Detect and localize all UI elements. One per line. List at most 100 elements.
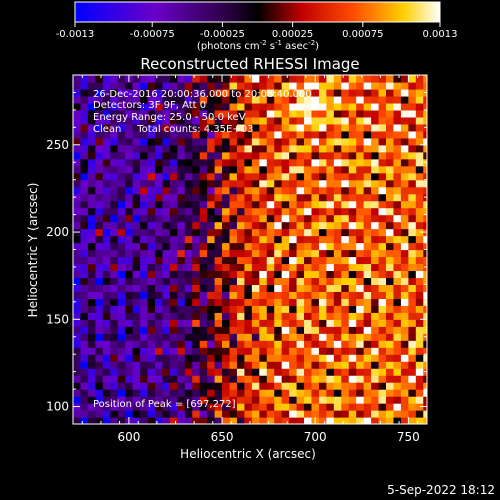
heatmap-cell bbox=[80, 361, 89, 369]
heatmap-cell bbox=[154, 179, 164, 188]
heatmap-cell bbox=[408, 109, 417, 118]
heatmap-cell bbox=[378, 242, 387, 251]
heatmap-cell bbox=[311, 382, 320, 390]
heatmap-cell bbox=[140, 326, 149, 334]
heatmap-cell bbox=[192, 368, 201, 376]
heatmap-cell bbox=[318, 228, 327, 237]
heatmap-cell bbox=[214, 130, 223, 139]
heatmap-cell bbox=[408, 123, 417, 132]
heatmap-cell bbox=[400, 186, 409, 195]
heatmap-cell bbox=[177, 340, 186, 348]
heatmap-cell bbox=[318, 277, 327, 285]
heatmap-cell bbox=[259, 102, 268, 111]
heatmap-cell bbox=[236, 410, 246, 418]
heatmap-cell bbox=[393, 151, 402, 160]
heatmap-cell bbox=[177, 347, 186, 355]
heatmap-cell bbox=[80, 116, 89, 125]
heatmap-cell bbox=[400, 165, 409, 174]
heatmap-cell bbox=[177, 95, 186, 104]
colorbar-ticks: -0.0013 -0.00075 -0.00025 0.00025 0.00075 0.0… bbox=[56, 22, 458, 40]
heatmap-cell bbox=[87, 396, 96, 404]
heatmap-cell bbox=[356, 263, 365, 272]
heatmap-cell bbox=[184, 200, 193, 209]
heatmap-cell bbox=[140, 109, 149, 118]
heatmap-cell bbox=[289, 417, 298, 424]
heatmap-cell bbox=[169, 396, 178, 404]
heatmap-cell bbox=[296, 207, 305, 216]
heatmap-cell bbox=[184, 165, 193, 174]
heatmap-cell bbox=[415, 263, 424, 272]
heatmap-cell bbox=[117, 375, 126, 383]
heatmap-cell bbox=[214, 270, 223, 279]
heatmap-cell bbox=[259, 382, 268, 390]
heatmap-cell bbox=[356, 417, 365, 424]
heatmap-cell bbox=[73, 75, 82, 83]
heatmap-cell bbox=[87, 410, 96, 418]
heatmap-cell bbox=[73, 291, 82, 299]
heatmap-cell bbox=[222, 270, 231, 279]
heatmap-cell bbox=[348, 214, 357, 223]
heatmap-cell bbox=[169, 403, 178, 411]
heatmap-cell bbox=[169, 102, 178, 111]
heatmap-cell bbox=[311, 88, 320, 97]
heatmap-cell bbox=[222, 263, 231, 272]
heatmap-cell bbox=[386, 144, 395, 153]
heatmap-cell bbox=[132, 256, 141, 265]
heatmap-cell bbox=[393, 291, 402, 299]
heatmap-cell bbox=[371, 81, 380, 90]
heatmap-cell bbox=[356, 75, 365, 83]
heatmap-cell bbox=[408, 326, 417, 334]
heatmap-cell bbox=[274, 403, 283, 411]
heatmap-cell bbox=[125, 144, 134, 153]
heatmap-cell bbox=[87, 123, 96, 132]
peak-position-label: Position of Peak = [697,272] bbox=[93, 399, 236, 410]
heatmap-cell bbox=[386, 151, 395, 160]
heatmap-cell bbox=[304, 347, 313, 355]
heatmap-cell bbox=[304, 88, 313, 97]
heatmap-cell bbox=[132, 389, 141, 397]
heatmap-cell bbox=[393, 179, 402, 188]
heatmap-cell bbox=[274, 410, 283, 418]
heatmap-cell bbox=[378, 102, 387, 111]
heatmap-cell bbox=[87, 305, 96, 313]
heatmap-cell bbox=[95, 249, 104, 258]
heatmap-cell bbox=[177, 102, 186, 111]
heatmap-cell bbox=[371, 305, 380, 313]
heatmap-cell bbox=[73, 130, 82, 139]
heatmap-cell bbox=[147, 116, 156, 125]
heatmap-cell bbox=[140, 179, 149, 188]
heatmap-cell bbox=[363, 88, 372, 97]
heatmap-cell bbox=[125, 116, 134, 125]
heatmap-cell bbox=[117, 403, 126, 411]
heatmap-cell bbox=[132, 158, 141, 167]
heatmap-cell bbox=[356, 193, 365, 202]
heatmap-cell bbox=[289, 361, 298, 369]
heatmap-cell bbox=[341, 305, 350, 313]
heatmap-cell bbox=[259, 193, 268, 202]
heatmap-cell bbox=[341, 389, 350, 397]
heatmap-cell bbox=[371, 109, 380, 118]
heatmap-cell bbox=[423, 382, 427, 390]
heatmap-cell bbox=[304, 382, 313, 390]
heatmap-cell bbox=[281, 263, 290, 272]
heatmap-cell bbox=[400, 347, 409, 355]
heatmap-cell bbox=[229, 193, 238, 202]
heatmap-cell bbox=[162, 109, 171, 118]
heatmap-cell bbox=[386, 75, 395, 83]
heatmap-cell bbox=[236, 403, 246, 411]
heatmap-cell bbox=[110, 242, 119, 251]
heatmap-cell bbox=[154, 263, 164, 272]
heatmap-cell bbox=[296, 165, 305, 174]
heatmap-cell bbox=[296, 186, 305, 195]
heatmap-cell bbox=[244, 396, 253, 404]
heatmap-cell bbox=[154, 326, 164, 334]
heatmap-cell bbox=[162, 354, 171, 362]
heatmap-cell bbox=[162, 88, 171, 97]
heatmap-cell bbox=[199, 382, 208, 390]
heatmap-cell bbox=[266, 165, 275, 174]
heatmap-cell bbox=[408, 144, 417, 153]
heatmap-cell bbox=[199, 417, 208, 424]
heatmap-cell bbox=[348, 298, 357, 306]
heatmap-cell bbox=[147, 130, 156, 139]
